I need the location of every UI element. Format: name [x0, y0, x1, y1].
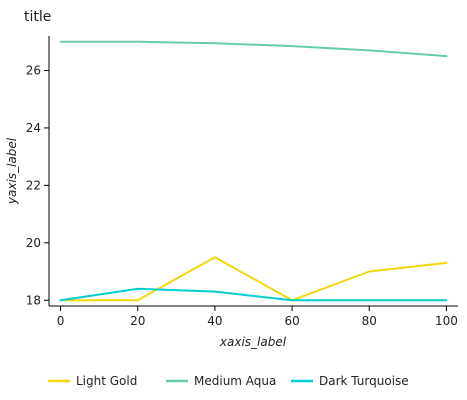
y-tick-label: 18: [26, 293, 41, 307]
x-tick-label: 100: [435, 314, 458, 328]
plot-area: [59, 40, 448, 302]
y-tick-label: 20: [26, 236, 41, 250]
x-tick-label: 60: [284, 314, 299, 328]
legend-label-medium-aqua: Medium Aqua: [194, 374, 276, 388]
series-line-dark-turquoise: [59, 287, 448, 302]
y-axis-ticks: 18 20 22 24 26: [26, 63, 49, 307]
chart-title: title: [24, 9, 51, 25]
legend: Light Gold Medium Aqua Dark Turquoise: [48, 374, 409, 388]
y-tick-label: 22: [26, 178, 41, 192]
y-tick-label: 24: [26, 121, 41, 135]
legend-label-dark-turquoise: Dark Turquoise: [319, 374, 409, 388]
series-line-medium-aqua: [59, 40, 448, 58]
x-tick-label: 0: [57, 314, 65, 328]
x-axis-ticks: 0 20 40 60 80 100: [57, 306, 458, 328]
y-tick-label: 26: [26, 63, 41, 77]
x-tick-label: 20: [130, 314, 145, 328]
y-axis-title: yaxis_label: [5, 137, 19, 205]
x-tick-label: 80: [362, 314, 377, 328]
legend-label-light-gold: Light Gold: [76, 374, 137, 388]
x-tick-label: 40: [207, 314, 222, 328]
x-axis-title: xaxis_label: [219, 335, 287, 349]
series-line-light-gold: [59, 256, 448, 302]
